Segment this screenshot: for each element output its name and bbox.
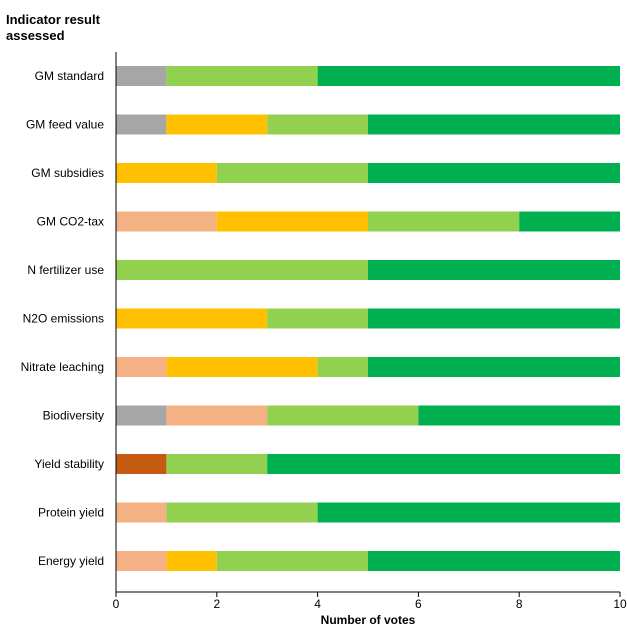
bar-segment [116,357,167,377]
category-label: GM subsidies [31,166,104,180]
category-label: N2O emissions [23,312,104,326]
x-tick-label: 4 [314,597,321,611]
bar-segment [166,405,268,426]
category-label: Yield stability [34,457,104,471]
bar-segment [267,114,368,135]
bar-segment [368,163,620,183]
category-label: N fertilizer use [27,263,104,277]
chart-title: Indicator result assessed [6,12,100,43]
bar-segment [368,551,620,571]
category-label: Energy yield [38,554,104,568]
bar-segment [317,502,620,523]
bar-segment [166,502,318,523]
category-label: GM feed value [26,118,104,132]
bar-segment [116,211,217,232]
category-label: Protein yield [38,506,104,520]
x-tick-label: 0 [113,597,120,611]
bar-segment [116,405,167,426]
bar-segment [368,308,620,329]
bar-segment [116,551,167,571]
bar-segment [116,502,167,523]
bar-segment [368,357,620,377]
bar-segment [116,260,368,280]
bar-segment [166,551,217,571]
category-label: GM CO2-tax [37,215,104,229]
x-tick-label: 6 [415,597,422,611]
bar-segment [166,114,268,135]
bar-segment [116,114,167,135]
x-tick-label: 10 [613,597,627,611]
bar-segment [216,163,368,183]
bar-segment [368,114,620,135]
bar-segment [166,454,268,474]
bar-segment [519,211,620,232]
bar-segment [116,66,167,86]
bar-segment [116,163,217,183]
bar-segment [116,454,167,474]
bar-segment [166,357,318,377]
bar-segment [116,308,268,329]
bar-segment [317,66,620,86]
bar-segment [368,211,520,232]
category-label: Nitrate leaching [21,360,104,374]
bar-segment [267,405,419,426]
bar-segment [317,357,368,377]
bar-segment [418,405,620,426]
x-tick-label: 2 [213,597,220,611]
x-tick-label: 8 [516,597,523,611]
bar-segment [267,454,620,474]
x-axis-title: Number of votes [321,613,416,627]
bar-segment [368,260,620,280]
bar-segment [216,211,368,232]
bar-segment [267,308,368,329]
category-label: GM standard [35,69,104,83]
category-label: Biodiversity [43,409,104,423]
bar-segment [166,66,318,86]
bar-segment [216,551,368,571]
